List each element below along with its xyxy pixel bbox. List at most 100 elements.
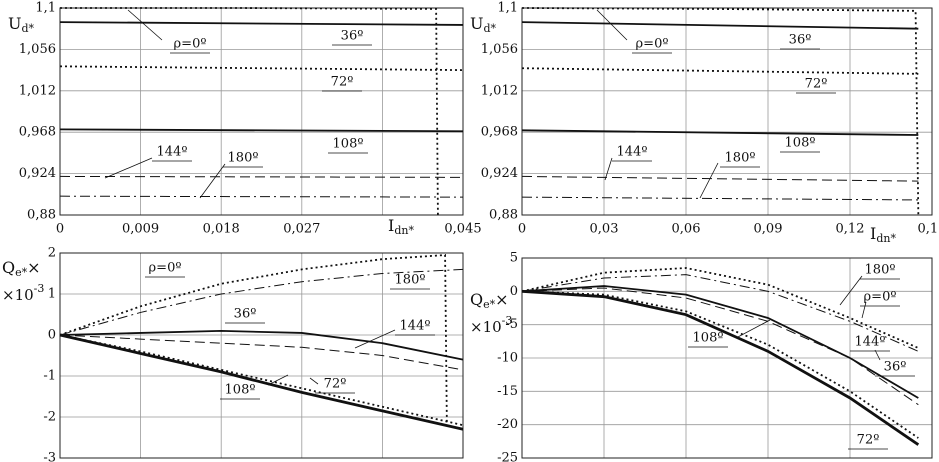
plot-frame [59, 7, 464, 216]
leader-line [354, 329, 396, 349]
label-main: U [8, 14, 21, 33]
y-tick-label: -25 [497, 451, 518, 462]
plot-frame [521, 257, 933, 459]
series-label: 72º [805, 77, 828, 92]
series-label: 144º [400, 319, 431, 334]
series-label: 108º [333, 137, 364, 152]
series-label: ρ=0º [864, 290, 897, 305]
curve [521, 285, 919, 399]
y-tick-label: -1 [43, 369, 56, 384]
series-label: 36º [789, 33, 812, 48]
label-subscript: dn* [876, 232, 896, 245]
curve [521, 287, 919, 406]
leader-line [596, 9, 628, 41]
series-label: 180º [395, 273, 426, 288]
y-axis-label: Ud* [8, 14, 35, 36]
curve [59, 268, 464, 336]
curve [521, 7, 920, 216]
y-axis-label: Qe*× [2, 258, 41, 280]
leader-line [735, 319, 771, 339]
y-tick-label: 0 [48, 328, 56, 343]
x-tick-label: 0,03 [590, 222, 619, 237]
series-label: 72º [857, 433, 880, 448]
y-tick-label: -2 [43, 410, 56, 425]
curve [521, 175, 919, 182]
leader-line [839, 275, 863, 306]
label-main: ×10 [2, 286, 34, 304]
series-label: ρ=0º [174, 37, 207, 52]
label-suffix: × [27, 258, 40, 277]
leader-line [874, 349, 881, 361]
label-subscript: e* [15, 266, 28, 279]
y-tick-label: 0,924 [481, 166, 518, 181]
label-superscript: -3 [502, 314, 513, 327]
y-axis-label: Qe*× [470, 290, 509, 312]
y-tick-label: 1,056 [19, 42, 56, 57]
curve [59, 128, 464, 133]
curve [521, 21, 919, 30]
y-tick-label: -3 [43, 451, 56, 462]
leader-line [861, 301, 867, 319]
label-subscript: d* [483, 22, 496, 35]
series-label: 36º [341, 29, 364, 44]
y-tick-label: -10 [497, 351, 518, 366]
curve [59, 175, 464, 178]
subplot: 0,88 0,924 0,968 1,012 1,056 1,1 0 0,009 0,018 0,… [8, 1, 482, 238]
label-main: Q [470, 290, 483, 309]
x-axis-label: Idn* [388, 216, 414, 238]
y-multiplier: ×10-3 [470, 314, 512, 336]
y-tick-label: -15 [497, 384, 518, 399]
label-main: ×10 [470, 318, 502, 336]
series-label: 144º [617, 145, 648, 160]
plot-frame [521, 7, 933, 216]
curve [59, 21, 464, 26]
series-label: 72º [331, 75, 354, 90]
series-label: 108º [785, 136, 816, 151]
label-subscript: dn* [394, 224, 414, 237]
y-tick-label: 0,924 [19, 166, 56, 181]
x-tick-label: 0,12 [836, 222, 865, 237]
curve [521, 267, 919, 349]
x-tick-label: 0,009 [122, 222, 159, 237]
y-axis-label: Ud* [470, 14, 497, 36]
series-label: 180º [228, 151, 259, 166]
curve [521, 67, 919, 75]
series-label: 72º [324, 377, 347, 392]
y-tick-label: 1,012 [481, 83, 518, 98]
x-tick-label: 0,09 [754, 222, 783, 237]
y-tick-label: 0,88 [27, 208, 56, 223]
curve [59, 65, 464, 71]
curve [521, 274, 919, 352]
leader-line [309, 377, 319, 385]
series-label: 36º [884, 360, 907, 375]
label-main: Q [2, 258, 15, 277]
curve [521, 196, 919, 201]
y-tick-label: 0,88 [489, 208, 518, 223]
curve [60, 7, 439, 216]
y-tick-label: 2 [48, 246, 56, 261]
label-subscript: d* [21, 22, 34, 35]
x-tick-label: 0,045 [444, 222, 481, 237]
y-tick-label: 1 [48, 287, 56, 302]
label-superscript: -3 [34, 282, 45, 295]
y-tick-label: 1,1 [35, 1, 56, 16]
curve [521, 129, 919, 136]
y-tick-label: -20 [497, 417, 518, 432]
series-label: ρ=0º [149, 261, 182, 276]
leader-line [267, 374, 289, 386]
label-main: I [870, 224, 876, 243]
label-suffix: × [495, 290, 508, 309]
y-tick-label: 1,012 [19, 83, 56, 98]
subplot: 0,88 0,924 0,968 1,012 1,056 1,1 0 0,03 0,06 0,09… [470, 1, 939, 246]
series-label: 144º [855, 335, 886, 350]
series-label: 144º [157, 145, 188, 160]
series-label: 36º [234, 307, 257, 322]
leader-line [604, 157, 613, 181]
leader-line [104, 157, 153, 179]
y-tick-label: 1,056 [481, 42, 518, 57]
curve [59, 254, 448, 426]
y-tick-label: 0,968 [19, 125, 56, 140]
x-tick-label: 0,15 [918, 222, 939, 237]
